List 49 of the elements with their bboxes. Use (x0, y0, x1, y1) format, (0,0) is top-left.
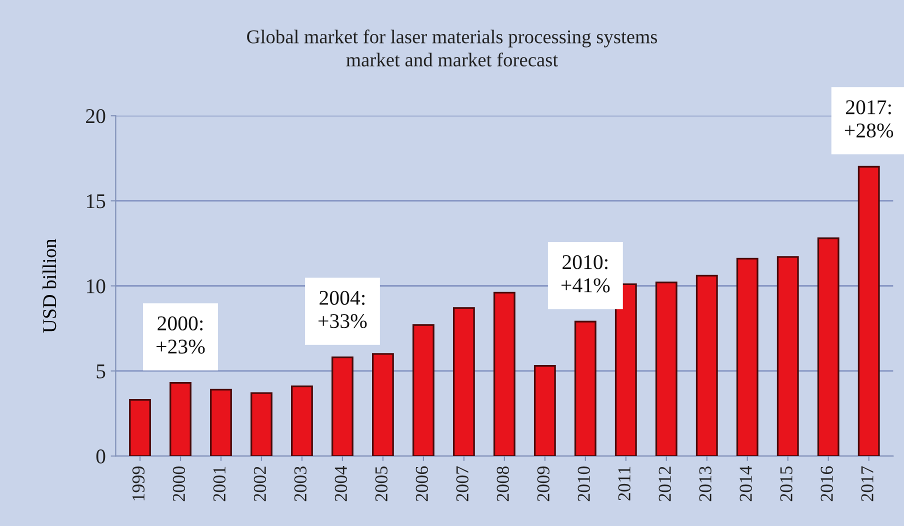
x-tick-label: 2015 (780, 466, 792, 502)
x-tick-label: 2005 (375, 466, 388, 502)
bar (452, 307, 475, 456)
bar (372, 353, 394, 456)
y-axis-title: USD billion (42, 238, 56, 333)
bar (332, 356, 354, 456)
bar (493, 292, 516, 456)
bar (817, 237, 840, 456)
x-tick-label: 2000 (172, 466, 186, 502)
bar (412, 324, 434, 456)
bar (858, 166, 880, 456)
x-tick-label: 2009 (537, 466, 550, 502)
x-tick-label: 1999 (132, 466, 145, 500)
chart-title: Global market for laser materials processing systems market and market forecast (247, 30, 658, 66)
x-tick-label: 2001 (213, 466, 226, 502)
x-tick-label: 2007 (456, 466, 468, 502)
x-tick-label: 2002 (254, 466, 266, 502)
y-tick-label: 15 (86, 194, 106, 208)
annotation: 2000: +23% (156, 316, 205, 354)
bar (210, 388, 232, 456)
bar (291, 385, 313, 456)
annotation: 2004: +33% (318, 290, 367, 328)
x-tick-label: 2008 (496, 466, 509, 502)
bar (534, 365, 556, 456)
bar (129, 399, 151, 456)
bar (614, 283, 637, 456)
bar (776, 256, 799, 456)
y-tick-label: 5 (96, 364, 106, 378)
y-tick-label: 20 (86, 109, 106, 124)
x-tick-label: 2012 (658, 466, 671, 502)
bar (736, 258, 758, 456)
x-tick-label: 2003 (294, 466, 306, 502)
x-tick-label: 2010 (578, 466, 590, 502)
bar (696, 274, 718, 456)
annotation: 2017: +28% (844, 100, 894, 138)
x-tick-label: 2006 (416, 466, 428, 502)
bar (655, 282, 678, 456)
x-tick-label: 2017 (861, 466, 874, 502)
bar (250, 392, 272, 456)
x-tick-label: 2016 (820, 466, 833, 502)
bar (574, 320, 596, 456)
y-tick-label: 0 (96, 449, 106, 464)
x-tick-label: 2004 (334, 466, 347, 502)
bar (170, 382, 192, 456)
annotation: 2010: +41% (561, 255, 610, 292)
x-tick-label: 2013 (699, 466, 712, 502)
x-tick-label: 2011 (618, 466, 630, 500)
x-tick-label: 2014 (740, 466, 752, 502)
y-tick-label: 10 (86, 279, 106, 294)
